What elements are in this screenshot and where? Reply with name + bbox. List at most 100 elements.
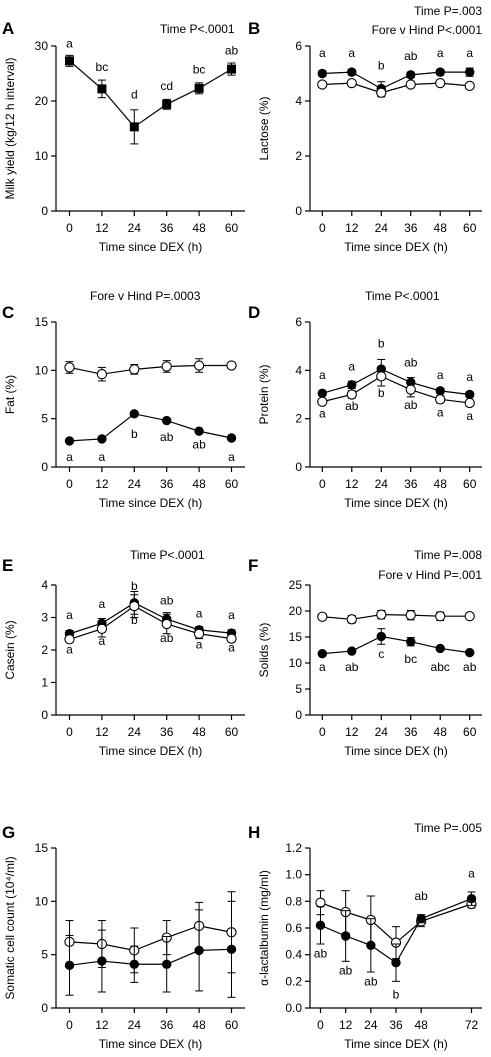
data-point bbox=[96, 623, 108, 635]
significance-letter: a bbox=[228, 608, 235, 622]
data-point bbox=[406, 70, 416, 80]
x-axis-label: Time since DEX (h) bbox=[99, 240, 203, 254]
x-axis-label: Time since DEX (h) bbox=[344, 744, 448, 758]
x-tick-label: 60 bbox=[225, 725, 239, 739]
y-axis-label: Somatic cell count (10⁴/ml) bbox=[3, 856, 17, 999]
data-point bbox=[96, 369, 108, 380]
data-point bbox=[346, 389, 357, 400]
y-axis-label: Lactose (%) bbox=[257, 96, 271, 160]
x-tick-label: 0 bbox=[319, 725, 326, 739]
x-tick-label: 36 bbox=[404, 221, 418, 235]
x-tick-label: 0 bbox=[319, 221, 326, 235]
data-point bbox=[64, 436, 75, 446]
significance-letter: bc bbox=[193, 63, 206, 77]
data-point bbox=[97, 84, 107, 94]
significance-letter: a bbox=[66, 450, 73, 464]
y-tick-label: 3 bbox=[41, 611, 48, 625]
series-open-circle bbox=[317, 366, 475, 409]
series-filled-circle bbox=[317, 628, 475, 659]
y-tick-label: 20 bbox=[35, 94, 49, 108]
x-axis-label: Time since DEX (h) bbox=[99, 496, 203, 510]
y-tick-label: 4 bbox=[295, 363, 302, 377]
data-point bbox=[65, 56, 74, 66]
significance-letter: ab bbox=[414, 889, 428, 903]
significance-letter: a bbox=[468, 866, 475, 880]
data-point bbox=[317, 388, 327, 398]
data-point bbox=[376, 609, 387, 620]
series-filled-circle bbox=[64, 900, 237, 998]
significance-letter: ab bbox=[404, 356, 418, 370]
significance-letter: a bbox=[228, 450, 235, 464]
data-point bbox=[347, 646, 357, 656]
y-tick-label: 0.8 bbox=[285, 894, 302, 908]
x-tick-label: 0 bbox=[317, 1018, 324, 1032]
y-tick-label: 4 bbox=[41, 578, 48, 592]
series-line bbox=[69, 413, 232, 442]
significance-letter: ab bbox=[225, 43, 239, 57]
data-point bbox=[194, 83, 204, 93]
significance-letter: a bbox=[66, 642, 73, 656]
x-tick-label: 12 bbox=[95, 1018, 109, 1032]
significance-letter: ab bbox=[192, 438, 206, 452]
series-line bbox=[322, 82, 470, 94]
data-point bbox=[129, 600, 140, 612]
significance-letter: ab bbox=[404, 49, 418, 63]
x-tick-label: 12 bbox=[345, 221, 359, 235]
data-point bbox=[97, 956, 107, 966]
data-point bbox=[129, 959, 140, 969]
data-point bbox=[193, 628, 205, 639]
data-point bbox=[317, 648, 327, 659]
stat-note: Fore v Hind P=.001 bbox=[378, 568, 482, 582]
panel-letter: B bbox=[248, 19, 260, 38]
significance-letter: ab bbox=[314, 946, 328, 960]
y-axis-label: Milk yield (kg/12 h interval) bbox=[3, 57, 17, 199]
y-tick-label: 15 bbox=[35, 315, 49, 329]
panel-c: C Fore v Hind P=.0003 0 5 10 15 0 12 24 36 48 60 Tim… bbox=[2, 289, 245, 510]
x-tick-label: 60 bbox=[225, 221, 239, 235]
x-tick-label: 12 bbox=[95, 725, 109, 739]
significance-letter: b bbox=[131, 427, 138, 441]
x-tick-label: 60 bbox=[463, 725, 477, 739]
data-point bbox=[317, 396, 328, 407]
y-tick-label: 0.4 bbox=[285, 948, 302, 962]
x-tick-label: 12 bbox=[345, 477, 359, 491]
series-filled-circle bbox=[317, 67, 475, 96]
significance-letter: bc bbox=[404, 652, 417, 666]
x-tick-label: 12 bbox=[345, 725, 359, 739]
y-tick-label: 5 bbox=[41, 412, 48, 426]
y-tick-label: 10 bbox=[35, 363, 49, 377]
significance-letter: a bbox=[319, 46, 326, 60]
x-tick-label: 60 bbox=[225, 477, 239, 491]
y-tick-label: 1.0 bbox=[285, 868, 302, 882]
y-axis-label: Casein (%) bbox=[3, 620, 17, 679]
data-point bbox=[435, 386, 445, 396]
x-axis-label: Time since DEX (h) bbox=[99, 1037, 203, 1051]
y-tick-label: 2 bbox=[41, 643, 48, 657]
data-point bbox=[129, 364, 140, 375]
panel-letter: H bbox=[248, 823, 260, 842]
x-axis-label: Time since DEX (h) bbox=[344, 1037, 448, 1051]
significance-letter: b bbox=[378, 336, 385, 350]
data-point bbox=[416, 913, 426, 924]
significance-letter: c bbox=[378, 647, 384, 661]
data-point bbox=[64, 362, 75, 373]
stat-note: Time P<.0001 bbox=[365, 289, 440, 303]
data-point bbox=[466, 893, 477, 904]
data-point bbox=[464, 611, 475, 622]
series-open-circle bbox=[317, 609, 475, 625]
x-tick-label: 48 bbox=[192, 221, 206, 235]
data-point bbox=[161, 361, 172, 372]
significance-letter: a bbox=[319, 406, 326, 420]
data-point bbox=[161, 618, 172, 630]
significance-letter: a bbox=[437, 405, 444, 419]
data-point bbox=[162, 415, 172, 426]
y-tick-label: 15 bbox=[289, 630, 303, 644]
significance-letter: a bbox=[66, 608, 73, 622]
significance-letter: ab bbox=[463, 660, 477, 674]
data-point bbox=[226, 944, 237, 955]
significance-letter: a bbox=[99, 597, 106, 611]
x-tick-label: 24 bbox=[375, 221, 389, 235]
x-tick-label: 48 bbox=[434, 477, 448, 491]
